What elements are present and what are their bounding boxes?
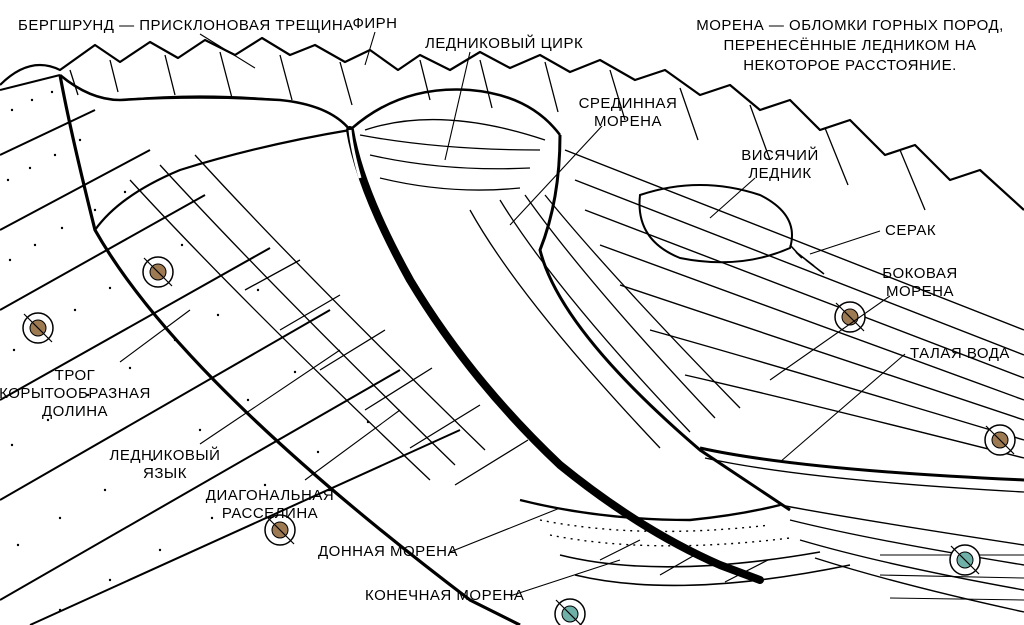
label-meltwater: ТАЛАЯ ВОДА [910, 345, 1010, 362]
label-glacier-tongue: ЯЗЫК [143, 465, 187, 482]
label-glacier-tongue: ЛЕДНИКОВЫЙ [110, 446, 221, 464]
label-ground-moraine: ДОННАЯ МОРЕНА [318, 543, 458, 560]
label-diagonal-crevasse: РАССЕЛИНА [222, 505, 318, 522]
label-hanging-glacier: ВИСЯЧИЙ [741, 146, 819, 164]
label-medial-moraine: МОРЕНА [594, 113, 662, 130]
right-valley-wall [565, 150, 1024, 458]
label-lateral-moraine: БОКОВАЯ [882, 265, 957, 282]
label-cirque: ЛЕДНИКОВЫЙ ЦИРК [425, 34, 583, 52]
label-trough: ДОЛИНА [42, 403, 108, 420]
label-trough: ТРОГ [55, 367, 96, 384]
hanging-glacier [640, 185, 793, 262]
definition-line: НЕКОТОРОЕ РАССТОЯНИЕ. [743, 57, 957, 74]
label-lateral-moraine: МОРЕНА [886, 283, 954, 300]
definition-line: МОРЕНА — ОБЛОМКИ ГОРНЫХ ПОРОД, [696, 17, 1004, 34]
definition-line: ПЕРЕНЕСЁННЫЕ ЛЕДНИКОМ НА [724, 37, 977, 54]
label-terminal-moraine: КОНЕЧНАЯ МОРЕНА [365, 587, 524, 604]
label-serac: СЕРАК [885, 222, 936, 239]
label-hanging-glacier: ЛЕДНИК [748, 165, 811, 182]
terminus-outwash [520, 500, 1024, 612]
label-firn: ФИРН [352, 15, 397, 32]
moraine-definition: МОРЕНА — ОБЛОМКИ ГОРНЫХ ПОРОД, ПЕРЕНЕСЁНН… [696, 17, 1004, 74]
label-diagonal-crevasse: ДИАГОНАЛЬНАЯ [206, 487, 334, 504]
label-bergschrund: БЕРГШРУНД — ПРИСКЛОНОВАЯ ТРЕЩИНА [18, 17, 354, 34]
glacier-diagram: БЕРГШРУНД — ПРИСКЛОНОВАЯ ТРЕЩИНАФИРН ЛЕДН… [0, 0, 1024, 625]
lateral-moraine-ridge [700, 448, 1024, 480]
label-trough: КОРЫТООБРАЗНАЯ [0, 385, 151, 402]
label-medial-moraine: СРЕДИННАЯ [579, 95, 678, 112]
